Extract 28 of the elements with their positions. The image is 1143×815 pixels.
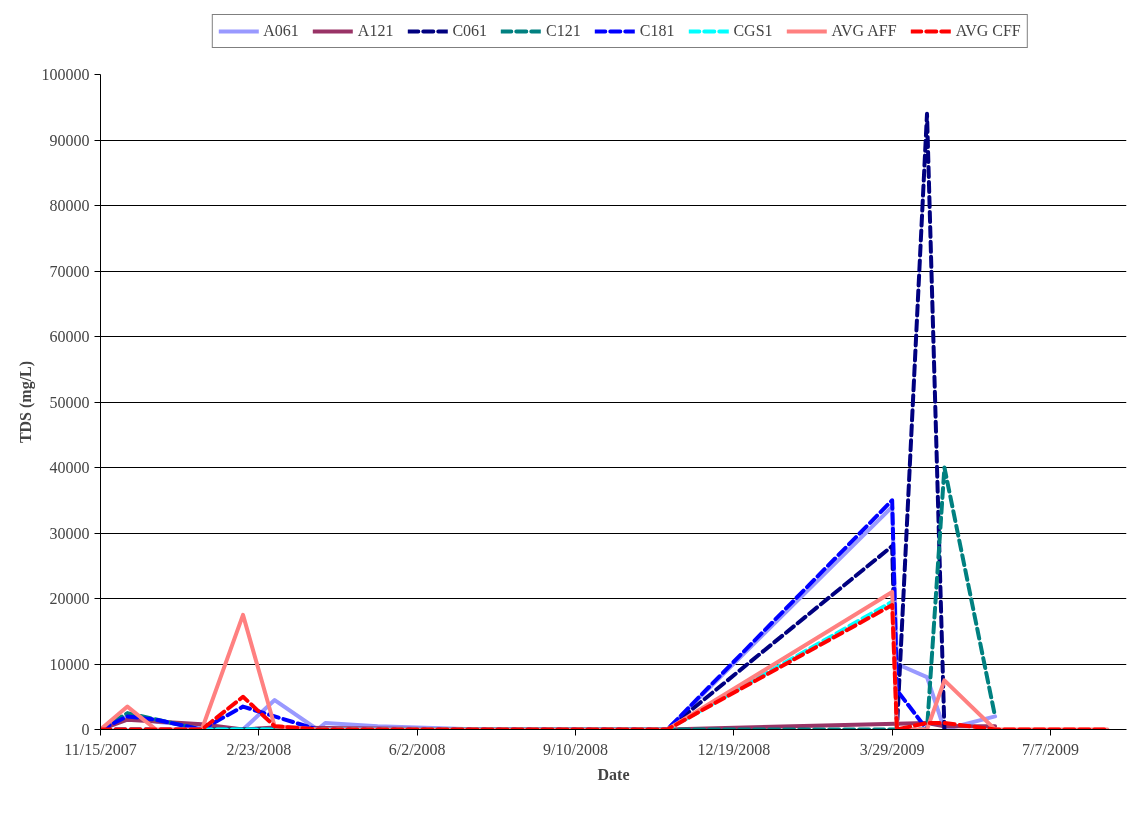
legend-label: AVG CFF bbox=[955, 22, 1021, 40]
legend-label: AVG AFF bbox=[831, 22, 897, 40]
y-tick-label: 20000 bbox=[49, 590, 90, 607]
legend-label: A121 bbox=[357, 22, 394, 40]
y-tick-label: 80000 bbox=[49, 197, 90, 214]
x-tick-label: 7/7/2009 bbox=[1022, 740, 1079, 758]
x-tick-label: 2/23/2008 bbox=[226, 740, 292, 758]
legend-label: A061 bbox=[263, 22, 299, 40]
legend-label: C121 bbox=[546, 22, 581, 40]
y-tick-label: 100000 bbox=[41, 66, 90, 83]
y-tick-label: 50000 bbox=[49, 393, 90, 411]
legend-label: C181 bbox=[639, 22, 675, 40]
x-axis-title: Date bbox=[597, 765, 630, 783]
x-tick-label: 9/10/2008 bbox=[543, 740, 608, 758]
y-tick-label: 70000 bbox=[49, 262, 90, 280]
x-tick-label: 3/29/2009 bbox=[859, 740, 925, 758]
y-axis-title: TDS (mg/L) bbox=[16, 360, 35, 444]
y-tick-label: 10000 bbox=[49, 655, 90, 673]
x-tick-label: 12/19/2008 bbox=[697, 740, 771, 758]
x-tick-label: 6/2/2008 bbox=[388, 740, 446, 758]
y-tick-label: 90000 bbox=[49, 131, 90, 149]
legend-label: CGS1 bbox=[733, 22, 773, 40]
y-tick-label: 0 bbox=[81, 721, 90, 738]
y-tick-label: 30000 bbox=[49, 524, 90, 542]
legend-label: C061 bbox=[452, 22, 488, 40]
y-tick-label: 40000 bbox=[49, 459, 90, 476]
y-tick-label: 60000 bbox=[49, 328, 90, 345]
x-tick-label: 11/15/2007 bbox=[64, 740, 137, 758]
